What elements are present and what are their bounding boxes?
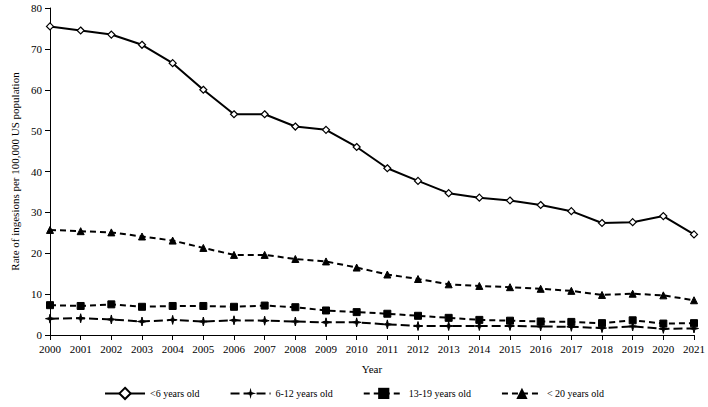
- svg-text:80: 80: [31, 2, 43, 14]
- svg-text:2002: 2002: [100, 343, 122, 355]
- svg-text:<6 years old: <6 years old: [150, 388, 200, 399]
- svg-text:2000: 2000: [39, 343, 62, 355]
- svg-text:10: 10: [31, 288, 43, 300]
- svg-text:2018: 2018: [591, 343, 614, 355]
- svg-text:2020: 2020: [652, 343, 675, 355]
- svg-text:60: 60: [31, 84, 43, 96]
- svg-text:2017: 2017: [560, 343, 583, 355]
- svg-text:13-19 years old: 13-19 years old: [409, 388, 471, 399]
- svg-text:6-12 years old: 6-12 years old: [276, 388, 333, 399]
- svg-text:< 20 years old: < 20 years old: [547, 388, 604, 399]
- svg-text:2012: 2012: [407, 343, 429, 355]
- svg-text:2007: 2007: [254, 343, 277, 355]
- svg-text:40: 40: [31, 166, 43, 178]
- svg-text:2009: 2009: [315, 343, 338, 355]
- svg-text:2006: 2006: [223, 343, 246, 355]
- svg-text:2008: 2008: [284, 343, 307, 355]
- svg-text:2015: 2015: [499, 343, 522, 355]
- svg-text:2001: 2001: [70, 343, 92, 355]
- svg-text:20: 20: [31, 247, 43, 259]
- svg-text:2005: 2005: [192, 343, 215, 355]
- svg-text:Rate of ingesions per 100,000: Rate of ingesions per 100,000 US populat…: [9, 72, 21, 271]
- svg-text:2010: 2010: [346, 343, 369, 355]
- svg-text:2016: 2016: [530, 343, 553, 355]
- svg-text:2003: 2003: [131, 343, 154, 355]
- svg-text:50: 50: [31, 125, 43, 137]
- svg-text:2021: 2021: [683, 343, 705, 355]
- svg-text:Year: Year: [362, 363, 383, 375]
- svg-text:70: 70: [31, 43, 43, 55]
- svg-text:0: 0: [37, 329, 43, 341]
- svg-text:2011: 2011: [377, 343, 399, 355]
- svg-text:30: 30: [31, 206, 43, 218]
- svg-text:2013: 2013: [438, 343, 461, 355]
- svg-text:2019: 2019: [622, 343, 645, 355]
- svg-text:2004: 2004: [162, 343, 185, 355]
- svg-text:2014: 2014: [468, 343, 491, 355]
